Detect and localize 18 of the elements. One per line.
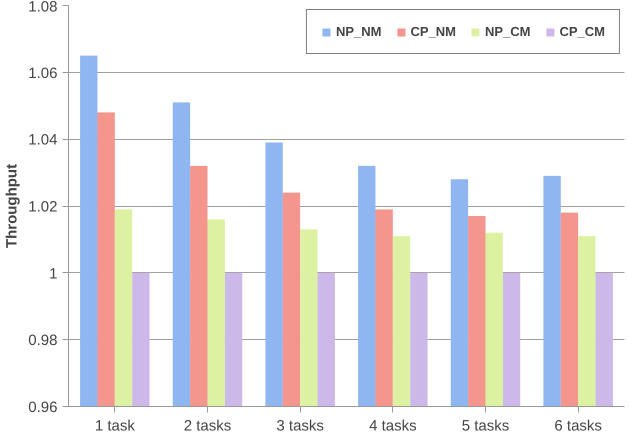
y-tick-label: 1.04 (28, 132, 58, 149)
y-axis-title: Throughput (3, 164, 20, 248)
y-tick-label: 1.08 (28, 0, 58, 16)
legend-label: CP_CM (559, 24, 605, 39)
x-tick-label: 3 tasks (276, 418, 324, 434)
y-tick-label: 0.98 (28, 332, 58, 350)
x-tick-label: 5 tasks (462, 418, 510, 434)
y-tick-label: 1.02 (28, 198, 58, 216)
x-tick-label: 6 tasks (554, 418, 602, 434)
y-tick-label: 1.06 (28, 64, 58, 82)
x-tick-label: 2 tasks (184, 418, 232, 434)
legend-label: CP_NM (410, 24, 456, 39)
y-tick-label: 0.96 (28, 399, 58, 416)
legend-label: NP_CM (484, 24, 530, 39)
x-tick-label: 1 task (94, 418, 136, 434)
y-tick-label: 1 (49, 265, 58, 282)
x-tick-label: 4 tasks (369, 418, 417, 434)
legend-label: NP_NM (336, 24, 382, 39)
